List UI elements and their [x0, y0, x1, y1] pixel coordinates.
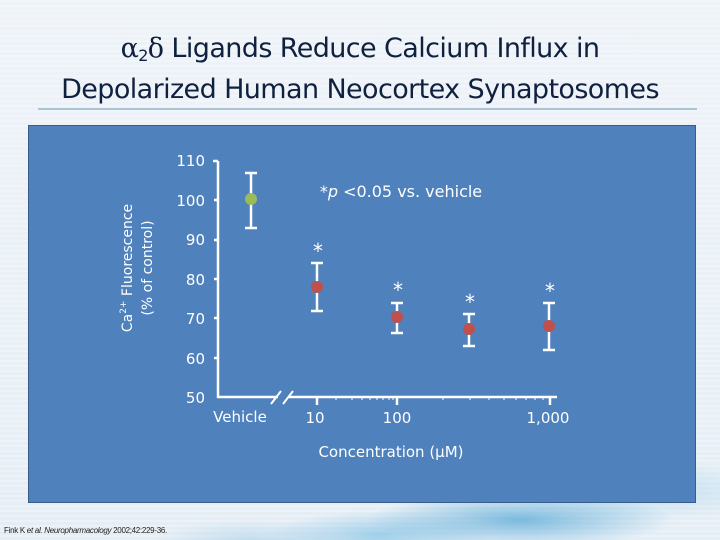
axis-break-mark-1	[270, 390, 282, 405]
point-10uM	[311, 281, 323, 293]
x-tick-labels: Vehicle 10 100 1,000	[213, 408, 569, 427]
title-line-1: α2δ Ligands Reduce Calcium Influx in	[0, 32, 720, 73]
citation-etal: et al.	[26, 526, 43, 535]
citation-footer: Fink K et al. Neuropharmacology 2002;42:…	[4, 526, 167, 535]
x-tick-vehicle: Vehicle	[213, 408, 267, 426]
y-axis-label-line-2: (% of control)	[140, 220, 156, 315]
citation-authors: Fink K	[4, 526, 27, 535]
star-1000uM: *	[545, 279, 555, 303]
x-axis	[217, 390, 557, 405]
y-axis-label: Ca2+ Fluorescence (% of control)	[119, 204, 156, 332]
y-axis-label-line-1: Ca2+ Fluorescence	[119, 204, 136, 332]
y-tick-100: 100	[176, 192, 205, 210]
y-tick-110: 110	[176, 152, 205, 170]
x-minor-ticks	[335, 397, 544, 400]
significance-note: *p <0.05 vs. vehicle	[320, 182, 482, 201]
title-divider	[38, 108, 697, 110]
x-axis-label: Concentration (µM)	[318, 443, 463, 461]
alpha-symbol: α	[120, 33, 139, 64]
point-300uM	[463, 323, 475, 335]
star-300uM: *	[465, 290, 475, 314]
y-tick-labels: 110 100 90 80 70 60 50	[176, 152, 205, 407]
point-1000uM	[543, 320, 555, 332]
y-label-fluor: Fluorescence	[120, 204, 136, 296]
title-line-2: Depolarized Human Neocortex Synaptosomes	[61, 74, 659, 105]
data-points	[245, 193, 555, 335]
x-tick-1000: 1,000	[527, 409, 570, 427]
subscript-2: 2	[138, 46, 148, 65]
axis-break-mark-2	[282, 390, 294, 405]
point-100uM	[391, 311, 403, 323]
significance-stars: * * * *	[313, 239, 555, 314]
slide-title: α2δ Ligands Reduce Calcium Influx in Dep…	[0, 32, 720, 107]
star-100uM: *	[393, 278, 403, 302]
citation-journal: Neuropharmacology	[42, 526, 112, 535]
delta-symbol: δ	[147, 33, 164, 64]
x-tick-10: 10	[305, 409, 324, 427]
y-tick-50: 50	[186, 389, 205, 407]
point-vehicle	[245, 193, 257, 205]
y-tick-80: 80	[186, 271, 205, 289]
y-tick-90: 90	[186, 231, 205, 249]
star-10uM: *	[313, 239, 323, 263]
y-tick-70: 70	[186, 310, 205, 328]
x-tick-100: 100	[383, 409, 412, 427]
y-axis	[213, 159, 220, 398]
title-line-1-text: Ligands Reduce Calcium Influx in	[163, 33, 600, 64]
y-tick-60: 60	[186, 350, 205, 368]
chart-panel	[28, 125, 696, 503]
citation-details: 2002;42:229-36.	[111, 526, 167, 535]
